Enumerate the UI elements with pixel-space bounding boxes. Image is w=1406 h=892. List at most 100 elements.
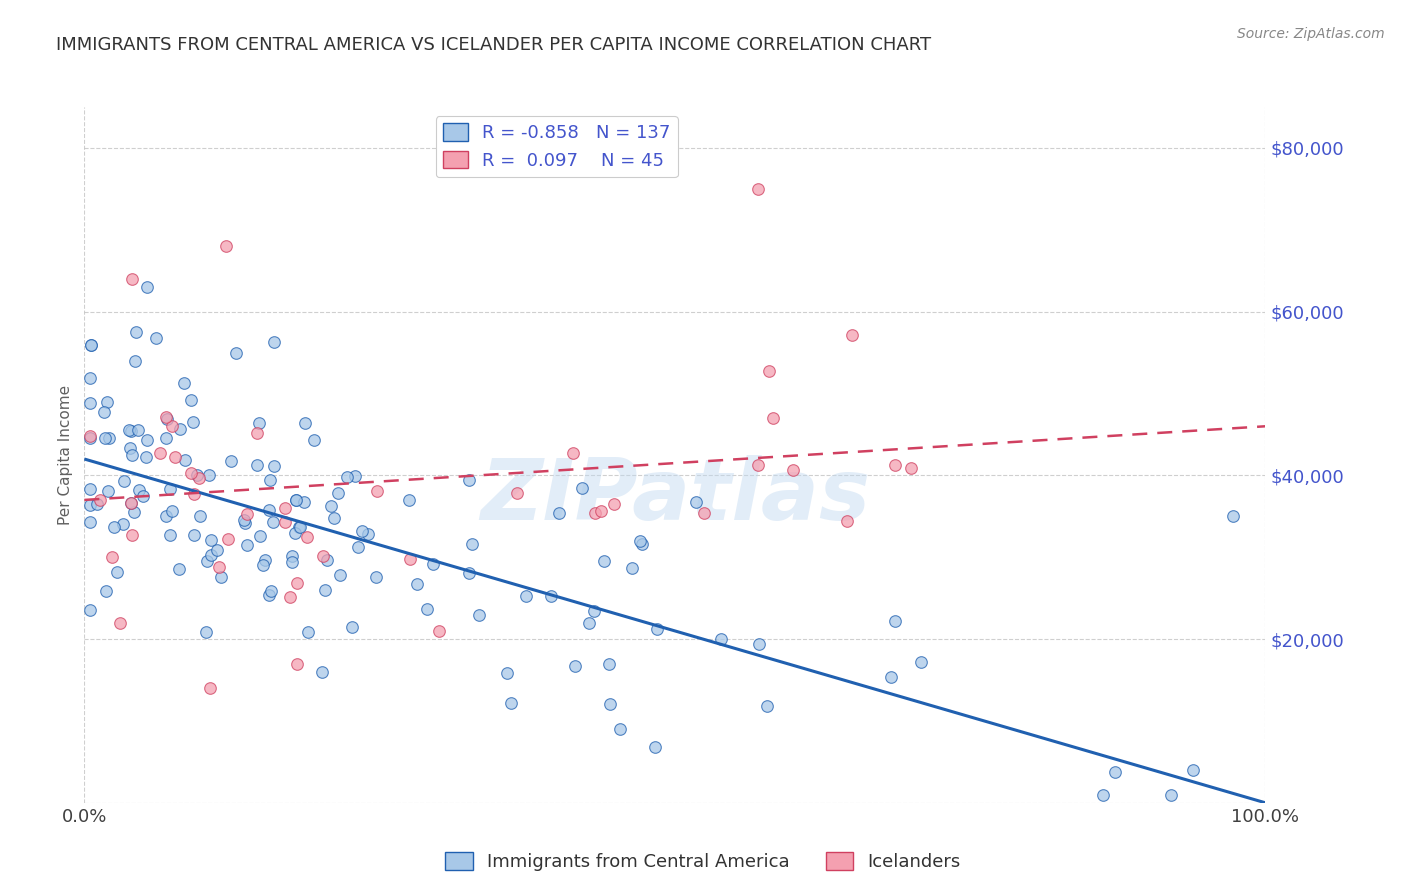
- Point: [285, 657, 308, 671]
- Point: [118, 441, 141, 455]
- Point: [246, 458, 269, 472]
- Point: [159, 528, 181, 542]
- Point: [548, 506, 571, 520]
- Point: [631, 537, 654, 551]
- Point: [136, 280, 159, 294]
- Point: [835, 515, 858, 529]
- Point: [515, 589, 537, 603]
- Point: [120, 425, 142, 439]
- Point: [900, 461, 922, 475]
- Point: [499, 696, 522, 710]
- Point: [589, 504, 612, 518]
- Point: [583, 506, 606, 520]
- Legend: Immigrants from Central America, Icelanders: Immigrants from Central America, Iceland…: [439, 846, 967, 879]
- Point: [505, 486, 527, 500]
- Point: [79, 370, 101, 384]
- Point: [284, 493, 307, 508]
- Point: [284, 526, 307, 541]
- Point: [155, 509, 177, 524]
- Point: [287, 519, 309, 533]
- Point: [685, 495, 707, 509]
- Point: [132, 489, 155, 503]
- Point: [364, 570, 387, 584]
- Point: [910, 656, 932, 670]
- Point: [422, 557, 444, 571]
- Point: [112, 474, 135, 488]
- Point: [121, 448, 143, 462]
- Point: [155, 431, 177, 445]
- Point: [183, 528, 205, 542]
- Text: Source: ZipAtlas.com: Source: ZipAtlas.com: [1237, 27, 1385, 41]
- Point: [207, 543, 229, 558]
- Point: [180, 393, 202, 408]
- Point: [467, 608, 489, 623]
- Point: [406, 577, 429, 591]
- Point: [880, 670, 903, 684]
- Point: [128, 483, 150, 498]
- Point: [233, 516, 256, 530]
- Point: [180, 466, 202, 480]
- Point: [127, 423, 149, 437]
- Point: [252, 558, 274, 573]
- Point: [253, 553, 276, 567]
- Point: [263, 458, 285, 473]
- Point: [259, 474, 281, 488]
- Point: [609, 722, 631, 736]
- Point: [93, 405, 115, 419]
- Point: [297, 625, 319, 640]
- Point: [118, 423, 141, 437]
- Point: [319, 499, 342, 513]
- Point: [461, 537, 484, 551]
- Point: [758, 364, 780, 378]
- Point: [200, 681, 222, 696]
- Point: [96, 394, 118, 409]
- Point: [782, 463, 804, 477]
- Point: [155, 410, 177, 425]
- Point: [260, 583, 283, 598]
- Point: [200, 533, 222, 548]
- Point: [120, 496, 142, 510]
- Point: [571, 481, 593, 495]
- Point: [236, 538, 259, 552]
- Point: [232, 513, 254, 527]
- Point: [583, 604, 606, 618]
- Point: [357, 527, 380, 541]
- Point: [302, 433, 325, 447]
- Point: [97, 432, 120, 446]
- Point: [564, 659, 586, 673]
- Point: [292, 495, 315, 509]
- Point: [1222, 509, 1244, 524]
- Point: [366, 483, 388, 498]
- Point: [603, 498, 626, 512]
- Point: [329, 568, 352, 582]
- Point: [122, 505, 145, 519]
- Point: [312, 549, 335, 563]
- Point: [200, 548, 222, 562]
- Point: [198, 467, 221, 482]
- Point: [188, 509, 211, 524]
- Point: [762, 411, 785, 425]
- Point: [259, 589, 281, 603]
- Point: [124, 353, 146, 368]
- Point: [621, 560, 644, 574]
- Point: [274, 500, 297, 515]
- Point: [89, 492, 111, 507]
- Point: [103, 520, 125, 534]
- Point: [79, 515, 101, 529]
- Point: [598, 657, 620, 671]
- Point: [209, 570, 232, 584]
- Point: [427, 624, 450, 638]
- Point: [1104, 765, 1126, 780]
- Point: [124, 325, 146, 339]
- Point: [1181, 764, 1204, 778]
- Point: [188, 471, 211, 485]
- Point: [710, 632, 733, 647]
- Point: [194, 624, 217, 639]
- Point: [108, 615, 131, 630]
- Point: [195, 554, 218, 568]
- Point: [167, 562, 190, 576]
- Point: [120, 496, 142, 510]
- Point: [145, 331, 167, 345]
- Point: [173, 376, 195, 391]
- Point: [235, 508, 257, 522]
